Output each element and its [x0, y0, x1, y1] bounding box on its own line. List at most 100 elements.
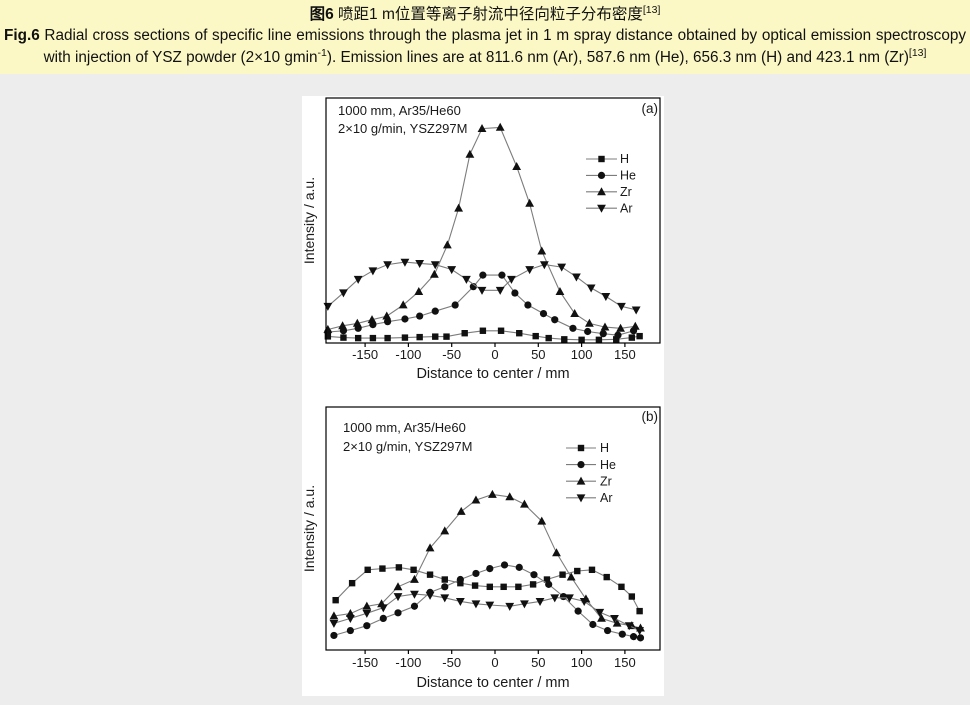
legend-entry-He: He: [566, 458, 616, 472]
series-Ar-marker: [617, 302, 626, 311]
series-Ar-marker: [339, 289, 348, 298]
legend-marker-circle: [577, 461, 585, 469]
series-Ar-marker: [579, 598, 589, 606]
series-Zr-marker: [367, 315, 377, 324]
series-Ar-marker: [400, 258, 410, 267]
x-tick-label: 100: [571, 655, 593, 670]
series-Ar-marker: [525, 266, 535, 275]
series-He-marker: [363, 622, 371, 630]
series-He-marker: [599, 330, 607, 338]
series-H-marker: [574, 567, 581, 575]
series-He-marker: [479, 271, 487, 279]
series-H-marker: [545, 334, 552, 342]
x-tick-label: 150: [614, 347, 636, 362]
series-H-marker: [379, 565, 386, 572]
legend-label: Ar: [620, 201, 633, 215]
series-H-marker: [441, 576, 448, 583]
series-H: [324, 327, 643, 344]
x-tick-label: -150: [352, 655, 378, 670]
series-Ar-marker: [495, 286, 505, 295]
series-Ar-marker: [485, 601, 495, 610]
legend-marker-circle: [597, 171, 606, 179]
series-Ar-marker: [329, 619, 339, 628]
legend-label: Ar: [600, 491, 613, 505]
series-Ar: [323, 258, 641, 315]
series-He-marker: [346, 626, 354, 635]
series-Ar-marker: [505, 602, 515, 611]
series-He-marker: [486, 564, 494, 573]
plot-annotation-line2: 2×10 g/min, YSZ297M: [338, 121, 467, 136]
series-H-marker: [628, 334, 636, 341]
series-Zr-marker: [429, 269, 439, 278]
series-He-marker: [614, 331, 622, 339]
series-Zr-marker: [414, 286, 424, 295]
series-He-marker: [569, 324, 577, 332]
series-H-marker: [561, 336, 568, 343]
series-He-marker: [524, 301, 532, 309]
series-He-marker: [511, 289, 519, 297]
legend-entry-Zr: Zr: [586, 185, 632, 199]
series-Ar-marker: [368, 267, 378, 276]
caption-zh-reference: [13]: [642, 3, 661, 16]
series-He-marker: [384, 318, 392, 326]
series-Zr-marker: [454, 203, 464, 212]
series-Zr-marker: [440, 526, 450, 535]
legend-entry-He: He: [586, 169, 636, 183]
legend-marker-triangle-up: [597, 187, 606, 196]
series-He-marker: [441, 583, 449, 591]
series-He-marker: [401, 315, 409, 323]
series-Ar-marker: [425, 591, 435, 600]
series-He-line: [333, 564, 641, 639]
x-tick-label: 150: [614, 655, 636, 670]
series-H-marker: [516, 330, 523, 337]
series-H-marker: [324, 333, 332, 340]
caption-zh-text: 喷距1 m位置等离子射流中径向粒子分布密度: [333, 6, 643, 23]
series-H-marker: [636, 607, 643, 615]
series-Ar-marker: [410, 590, 419, 599]
series-Zr-marker: [488, 489, 497, 498]
y-axis-title: Intensity / a.u.: [302, 177, 317, 264]
series-Zr-marker: [552, 548, 561, 557]
series-Ar-marker: [345, 615, 355, 624]
caption-chinese-line: 图6 喷距1 m位置等离子射流中径向粒子分布密度[13]: [4, 4, 966, 25]
series-H-marker: [384, 334, 391, 342]
legend-marker-triangle-down: [576, 494, 586, 503]
series-H-marker: [364, 566, 371, 574]
series-Ar-marker: [635, 627, 645, 636]
series-Ar-marker: [595, 608, 605, 617]
plot-border: [325, 406, 661, 651]
x-tick-label: 0: [491, 655, 498, 670]
series-H-marker: [426, 571, 434, 578]
series-He-marker: [559, 592, 568, 601]
series-Zr-marker: [442, 240, 452, 249]
series-H-marker: [410, 566, 417, 574]
series-Ar-marker: [455, 598, 465, 606]
series-H-marker: [432, 333, 439, 340]
series-H-marker: [628, 593, 636, 600]
series-Zr-marker: [465, 149, 475, 158]
series-Ar-marker: [572, 273, 581, 282]
legend-label: He: [620, 169, 636, 183]
x-tick-label: 100: [571, 347, 593, 362]
series-Zr-marker: [495, 122, 505, 131]
series-H-marker: [559, 571, 566, 578]
series-Ar-marker: [393, 593, 403, 602]
series-Zr-marker: [352, 318, 362, 327]
series-Zr-marker: [612, 618, 622, 627]
panel-label: (a): [642, 101, 659, 116]
plot-annotation-line1: 1000 mm, Ar35/He60: [343, 420, 466, 435]
caption-en-text-part2: ). Emission lines are at 811.6 nm (Ar), …: [326, 49, 909, 66]
series-Zr-marker: [393, 582, 403, 591]
series-He-marker: [451, 301, 459, 309]
series-Zr-marker: [362, 601, 372, 610]
series-Zr-marker: [570, 309, 580, 317]
series-Zr-marker: [477, 124, 487, 133]
x-tick-label: -100: [395, 347, 421, 362]
x-axis-title: Distance to center / mm: [416, 675, 569, 691]
series-Zr-marker: [345, 608, 355, 617]
series-H-marker: [395, 564, 403, 571]
legend-entry-Ar: Ar: [586, 201, 633, 215]
series-Zr-marker: [537, 516, 547, 525]
series-H-marker: [532, 332, 539, 340]
